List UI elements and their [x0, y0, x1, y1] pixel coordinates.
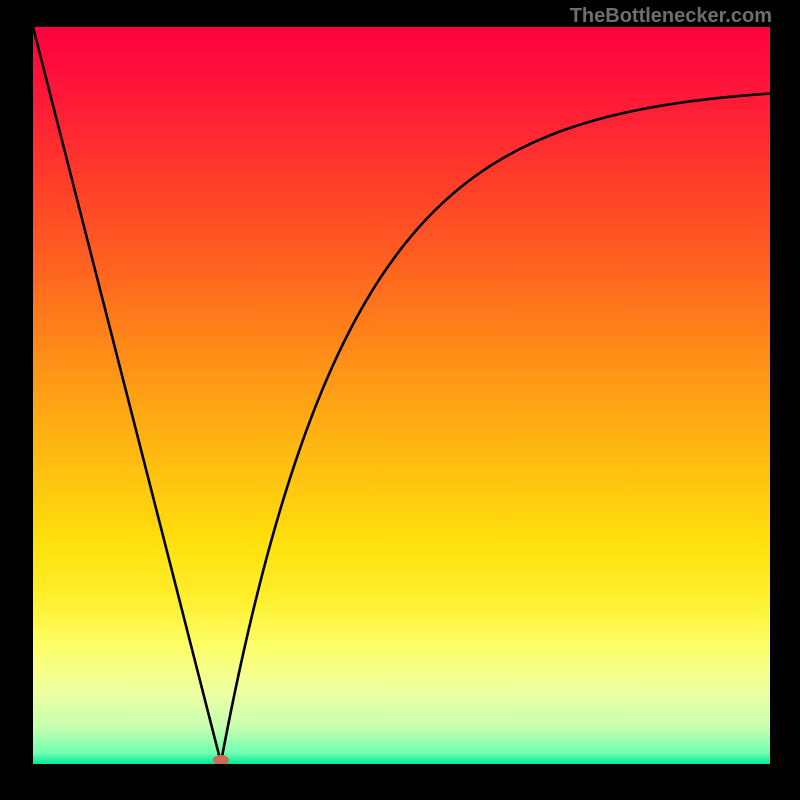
bottleneck-curve [33, 27, 770, 764]
plot-area [33, 27, 770, 764]
chart-container: TheBottlenecker.com [0, 0, 800, 800]
optimum-marker-icon [213, 755, 229, 764]
curve-path [33, 27, 770, 763]
watermark-text: TheBottlenecker.com [570, 5, 772, 28]
